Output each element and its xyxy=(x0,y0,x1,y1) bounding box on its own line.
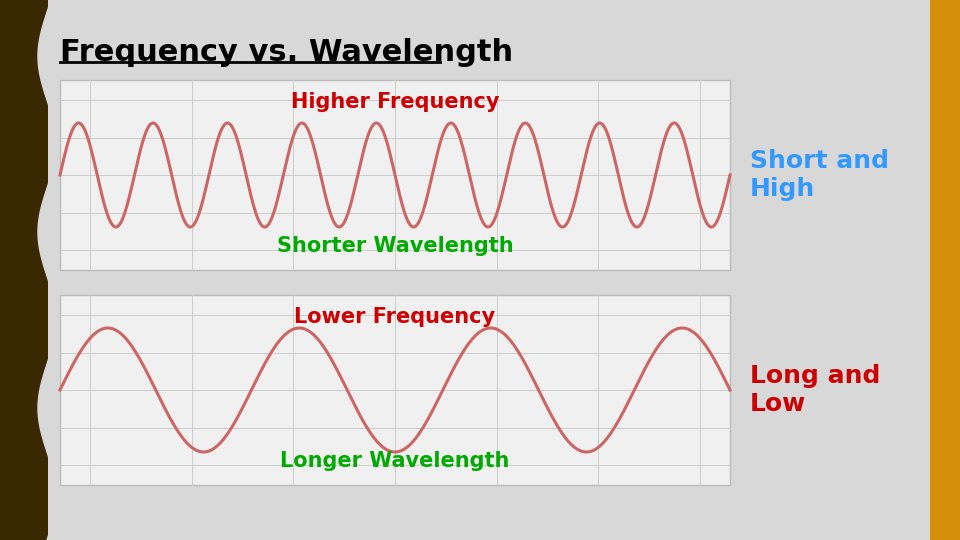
FancyBboxPatch shape xyxy=(60,80,730,270)
Text: Shorter Wavelength: Shorter Wavelength xyxy=(276,236,514,256)
FancyBboxPatch shape xyxy=(60,295,730,485)
Text: Longer Wavelength: Longer Wavelength xyxy=(280,451,510,471)
Bar xyxy=(930,0,960,540)
Text: Frequency vs. Wavelength: Frequency vs. Wavelength xyxy=(60,38,514,67)
Text: Higher Frequency: Higher Frequency xyxy=(291,92,499,112)
Bar xyxy=(0,0,48,540)
Text: Lower Frequency: Lower Frequency xyxy=(295,307,495,327)
Text: Short and
High: Short and High xyxy=(750,149,889,201)
Text: Long and
Low: Long and Low xyxy=(750,364,880,416)
